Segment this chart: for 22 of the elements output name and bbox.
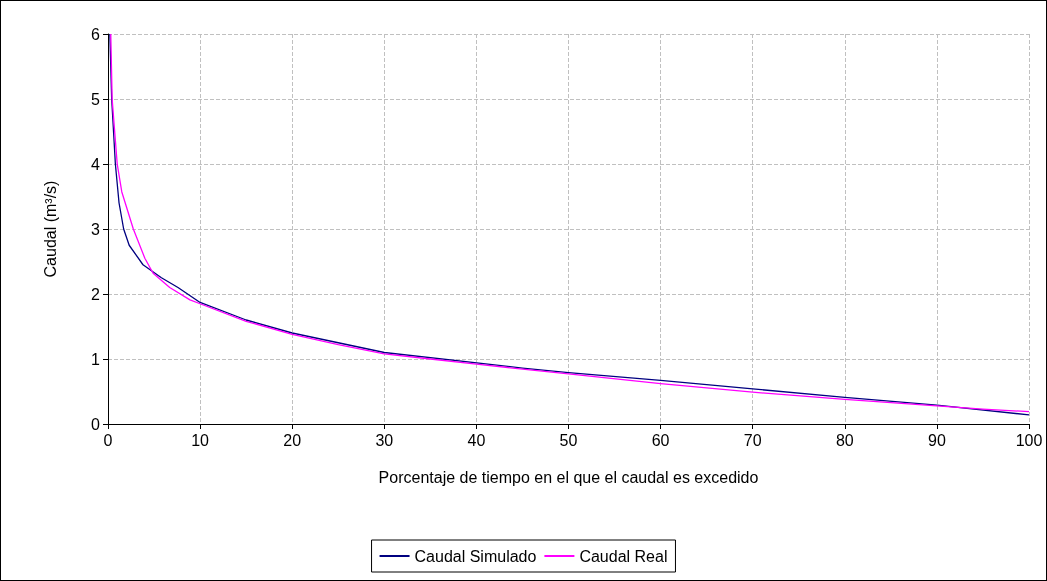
y-tick-label: 4: [91, 155, 101, 173]
x-tick-label: 20: [283, 431, 302, 449]
y-axis-title: Caudal (m³/s): [41, 180, 59, 278]
x-tick-label: 40: [467, 431, 486, 449]
x-tick-label: 80: [835, 431, 854, 449]
y-tick-label: 5: [91, 90, 101, 108]
y-tick-label: 6: [91, 25, 101, 43]
x-tick-label: 50: [559, 431, 578, 449]
x-tick-label: 10: [191, 431, 210, 449]
legend-label: Caudal Simulado: [414, 547, 537, 565]
x-tick-label: 70: [743, 431, 762, 449]
y-tick-label: 2: [91, 285, 101, 303]
x-tick-label: 0: [103, 431, 113, 449]
y-tick-label: 3: [91, 220, 101, 238]
y-tick-label: 1: [91, 350, 101, 368]
y-tick-label: 0: [91, 415, 101, 433]
x-tick-label: 100: [1015, 431, 1043, 449]
x-tick-label: 60: [651, 431, 670, 449]
x-tick-label: 90: [928, 431, 946, 449]
x-tick-label: 30: [375, 431, 394, 449]
x-axis-title: Porcentaje de tiempo en el que el caudal es excedido: [378, 468, 759, 486]
legend-label: Caudal Real: [579, 547, 668, 565]
